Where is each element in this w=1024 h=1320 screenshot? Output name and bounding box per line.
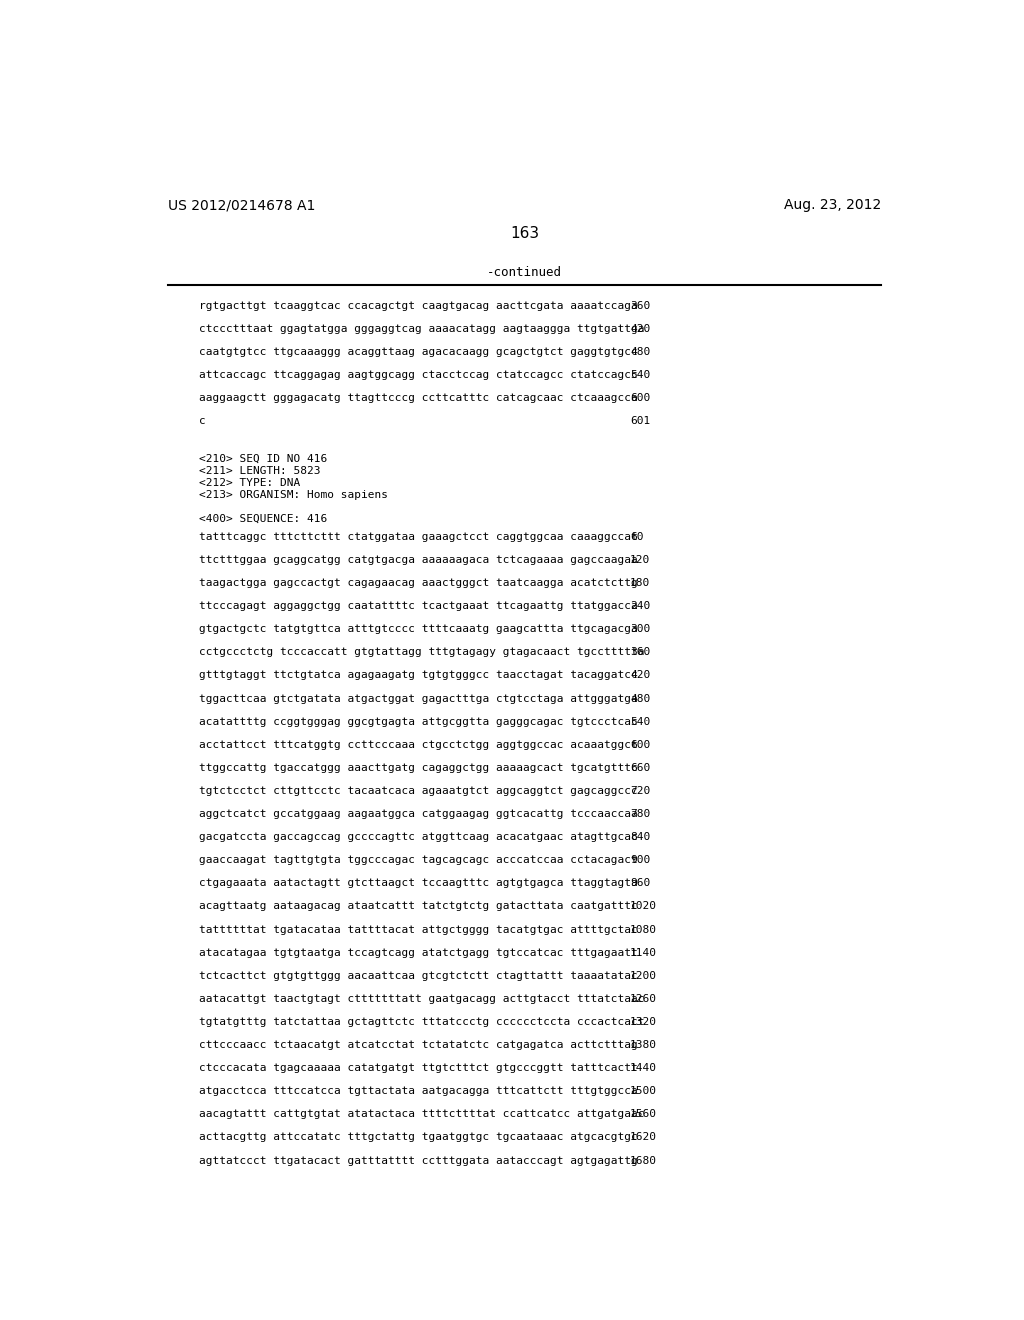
Text: atgacctcca tttccatcca tgttactata aatgacagga tttcattctt tttgtggcca: atgacctcca tttccatcca tgttactata aatgaca… [200,1086,638,1096]
Text: 600: 600 [630,393,650,403]
Text: ctcccacata tgagcaaaaa catatgatgt ttgtctttct gtgcccggtt tatttcactt: ctcccacata tgagcaaaaa catatgatgt ttgtctt… [200,1063,638,1073]
Text: ttctttggaa gcaggcatgg catgtgacga aaaaaagaca tctcagaaaa gagccaagaa: ttctttggaa gcaggcatgg catgtgacga aaaaaag… [200,554,638,565]
Text: 480: 480 [630,347,650,356]
Text: tctcacttct gtgtgttggg aacaattcaa gtcgtctctt ctagttattt taaaatatac: tctcacttct gtgtgttggg aacaattcaa gtcgtct… [200,970,638,981]
Text: attcaccagc ttcaggagag aagtggcagg ctacctccag ctatccagcc ctatccagcc: attcaccagc ttcaggagag aagtggcagg ctacctc… [200,370,638,380]
Text: 780: 780 [630,809,650,818]
Text: 1020: 1020 [630,902,657,911]
Text: aatacattgt taactgtagt ctttttttatt gaatgacagg acttgtacct tttatctaac: aatacattgt taactgtagt ctttttttatt gaatga… [200,994,645,1003]
Text: acatattttg ccggtgggag ggcgtgagta attgcggtta gagggcagac tgtccctcac: acatattttg ccggtgggag ggcgtgagta attgcgg… [200,717,638,726]
Text: 60: 60 [630,532,644,541]
Text: Aug. 23, 2012: Aug. 23, 2012 [784,198,882,213]
Text: 540: 540 [630,717,650,726]
Text: 660: 660 [630,763,650,772]
Text: ttggccattg tgaccatggg aaacttgatg cagaggctgg aaaaagcact tgcatgtttc: ttggccattg tgaccatggg aaacttgatg cagaggc… [200,763,638,772]
Text: aggctcatct gccatggaag aagaatggca catggaagag ggtcacattg tcccaaccaa: aggctcatct gccatggaag aagaatggca catggaa… [200,809,638,818]
Text: 163: 163 [510,226,540,242]
Text: cctgccctctg tcccaccatt gtgtattagg tttgtagagy gtagacaact tgccttttta: cctgccctctg tcccaccatt gtgtattagg tttgta… [200,647,645,657]
Text: 1620: 1620 [630,1133,657,1142]
Text: aaggaagctt gggagacatg ttagttcccg ccttcatttc catcagcaac ctcaaagcca: aaggaagctt gggagacatg ttagttcccg ccttcat… [200,393,638,403]
Text: <400> SEQUENCE: 416: <400> SEQUENCE: 416 [200,513,328,523]
Text: 1320: 1320 [630,1016,657,1027]
Text: 1440: 1440 [630,1063,657,1073]
Text: 1680: 1680 [630,1155,657,1166]
Text: taagactgga gagccactgt cagagaacag aaactgggct taatcaagga acatctcttg: taagactgga gagccactgt cagagaacag aaactgg… [200,578,638,587]
Text: 1080: 1080 [630,924,657,935]
Text: <210> SEQ ID NO 416: <210> SEQ ID NO 416 [200,453,328,463]
Text: acttacgttg attccatatc tttgctattg tgaatggtgc tgcaataaac atgcacgtgc: acttacgttg attccatatc tttgctattg tgaatgg… [200,1133,638,1142]
Text: c: c [200,416,206,426]
Text: 601: 601 [630,416,650,426]
Text: 420: 420 [630,671,650,680]
Text: atacatagaa tgtgtaatga tccagtcagg atatctgagg tgtccatcac tttgagaatt: atacatagaa tgtgtaatga tccagtcagg atatctg… [200,948,638,957]
Text: 240: 240 [630,601,650,611]
Text: tggacttcaa gtctgatata atgactggat gagactttga ctgtcctaga attgggatga: tggacttcaa gtctgatata atgactggat gagactt… [200,693,638,704]
Text: 360: 360 [630,301,650,310]
Text: 600: 600 [630,739,650,750]
Text: 1500: 1500 [630,1086,657,1096]
Text: acagttaatg aataagacag ataatcattt tatctgtctg gatacttata caatgatttc: acagttaatg aataagacag ataatcattt tatctgt… [200,902,638,911]
Text: 420: 420 [630,323,650,334]
Text: tgtctcctct cttgttcctc tacaatcaca agaaatgtct aggcaggtct gagcaggccc: tgtctcctct cttgttcctc tacaatcaca agaaatg… [200,785,638,796]
Text: gacgatccta gaccagccag gccccagttc atggttcaag acacatgaac atagttgcac: gacgatccta gaccagccag gccccagttc atggttc… [200,832,638,842]
Text: 1140: 1140 [630,948,657,957]
Text: ctccctttaat ggagtatgga gggaggtcag aaaacatagg aagtaaggga ttgtgattga: ctccctttaat ggagtatgga gggaggtcag aaaaca… [200,323,645,334]
Text: 1200: 1200 [630,970,657,981]
Text: 960: 960 [630,878,650,888]
Text: tattttttat tgatacataa tattttacat attgctgggg tacatgtgac attttgctac: tattttttat tgatacataa tattttacat attgctg… [200,924,638,935]
Text: aacagtattt cattgtgtat atatactaca ttttcttttat ccattcatcc attgatgaac: aacagtattt cattgtgtat atatactaca ttttctt… [200,1109,645,1119]
Text: cttcccaacc tctaacatgt atcatcctat tctatatctc catgagatca acttctttag: cttcccaacc tctaacatgt atcatcctat tctatat… [200,1040,638,1049]
Text: ttcccagagt aggaggctgg caatattttc tcactgaaat ttcagaattg ttatggacca: ttcccagagt aggaggctgg caatattttc tcactga… [200,601,638,611]
Text: gtgactgctc tatgtgttca atttgtcccc ttttcaaatg gaagcattta ttgcagacga: gtgactgctc tatgtgttca atttgtcccc ttttcaa… [200,624,638,634]
Text: 840: 840 [630,832,650,842]
Text: 300: 300 [630,624,650,634]
Text: 120: 120 [630,554,650,565]
Text: ctgagaaata aatactagtt gtcttaagct tccaagtttc agtgtgagca ttaggtagta: ctgagaaata aatactagtt gtcttaagct tccaagt… [200,878,638,888]
Text: 540: 540 [630,370,650,380]
Text: <212> TYPE: DNA: <212> TYPE: DNA [200,478,301,488]
Text: 1560: 1560 [630,1109,657,1119]
Text: tgtatgtttg tatctattaa gctagttctc tttatccctg cccccctccta cccactcact: tgtatgtttg tatctattaa gctagttctc tttatcc… [200,1016,645,1027]
Text: gaaccaagat tagttgtgta tggcccagac tagcagcagc acccatccaa cctacagact: gaaccaagat tagttgtgta tggcccagac tagcagc… [200,855,638,865]
Text: 480: 480 [630,693,650,704]
Text: -continued: -continued [487,267,562,280]
Text: 180: 180 [630,578,650,587]
Text: 1380: 1380 [630,1040,657,1049]
Text: <213> ORGANISM: Homo sapiens: <213> ORGANISM: Homo sapiens [200,490,388,500]
Text: 900: 900 [630,855,650,865]
Text: acctattcct tttcatggtg ccttcccaaa ctgcctctgg aggtggccac acaaatggct: acctattcct tttcatggtg ccttcccaaa ctgcctc… [200,739,638,750]
Text: <211> LENGTH: 5823: <211> LENGTH: 5823 [200,466,321,475]
Text: 360: 360 [630,647,650,657]
Text: gtttgtaggt ttctgtatca agagaagatg tgtgtgggcc taacctagat tacaggatcc: gtttgtaggt ttctgtatca agagaagatg tgtgtgg… [200,671,638,680]
Text: US 2012/0214678 A1: US 2012/0214678 A1 [168,198,315,213]
Text: rgtgacttgt tcaaggtcac ccacagctgt caagtgacag aacttcgata aaaatccaga: rgtgacttgt tcaaggtcac ccacagctgt caagtga… [200,301,638,310]
Text: caatgtgtcc ttgcaaaggg acaggttaag agacacaagg gcagctgtct gaggtgtgcc: caatgtgtcc ttgcaaaggg acaggttaag agacaca… [200,347,638,356]
Text: 720: 720 [630,785,650,796]
Text: 1260: 1260 [630,994,657,1003]
Text: agttatccct ttgatacact gatttatttt cctttggata aatacccagt agtgagattg: agttatccct ttgatacact gatttatttt cctttgg… [200,1155,638,1166]
Text: tatttcaggc tttcttcttt ctatggataa gaaagctcct caggtggcaa caaaggccat: tatttcaggc tttcttcttt ctatggataa gaaagct… [200,532,638,541]
